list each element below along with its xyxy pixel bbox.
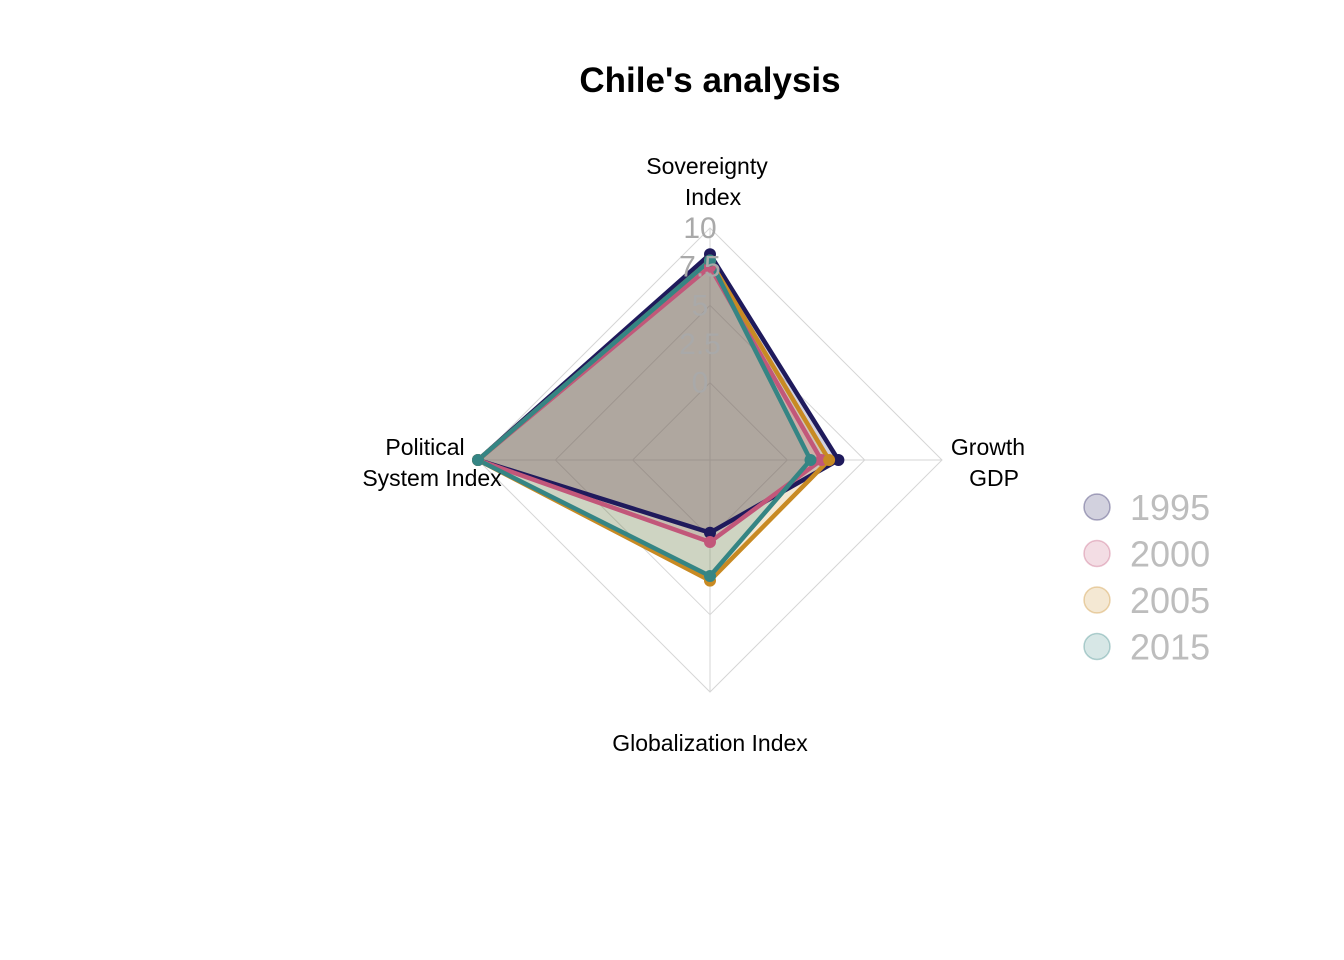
tick-label: 2.5: [679, 328, 721, 361]
legend-item-1995: 1995: [1083, 487, 1210, 528]
legend-item-2000: 2000: [1083, 534, 1210, 575]
legend-label: 2005: [1130, 580, 1210, 621]
axis-label-sovereignty: Sovereignty Index: [646, 153, 768, 210]
axis-label-line: Sovereignty: [646, 153, 768, 179]
legend: 1995 2000 2005 2015: [1083, 487, 1210, 668]
series-point-2005-growth: [823, 454, 836, 466]
series-point-2015-political: [472, 454, 484, 466]
series-points: [472, 248, 845, 587]
legend-label: 2000: [1130, 534, 1210, 575]
series-point-2015-growth: [804, 454, 817, 466]
axis-label-line: Globalization Index: [612, 730, 808, 756]
series-area-2005: [478, 260, 830, 581]
series-point-1995-growth: [832, 454, 845, 466]
series-point-2000-globalization: [704, 536, 716, 548]
tick-label: 5: [692, 289, 709, 322]
series-area-2000: [478, 266, 822, 542]
legend-swatch: [1083, 493, 1111, 521]
radar-series-layer: [472, 248, 845, 587]
tick-label: 0: [692, 367, 709, 400]
tick-label: 10: [683, 212, 716, 245]
series-point-1995-globalization: [704, 526, 716, 539]
chart-title: Chile's analysis: [579, 61, 840, 100]
legend-swatch: [1083, 539, 1111, 568]
axis-label-globalization: Globalization Index: [612, 730, 808, 756]
axis-label-line: System Index: [362, 465, 502, 491]
legend-label: 1995: [1130, 487, 1210, 528]
legend-item-2015: 2015: [1083, 627, 1210, 668]
radial-tick-labels: 0 2.5 5 7.5 10: [679, 212, 721, 400]
axis-label-line: Growth: [951, 434, 1025, 460]
legend-swatch: [1083, 586, 1111, 614]
axis-label-line: Political: [385, 434, 464, 460]
axis-label-political: Political System Index: [362, 434, 502, 491]
series-point-2015-globalization: [704, 570, 716, 582]
tick-label: 7.5: [679, 251, 721, 284]
axis-label-line: GDP: [969, 465, 1019, 491]
legend-label: 2015: [1130, 627, 1210, 668]
series-point-2015-sovereignty: [704, 254, 716, 267]
legend-item-2005: 2005: [1083, 580, 1210, 621]
series-area-2015: [478, 260, 811, 576]
axis-labels: Sovereignty Index Growth GDP Globalization I…: [362, 153, 1025, 756]
series-fills: [478, 254, 839, 581]
legend-swatch: [1083, 632, 1111, 661]
axis-label-line: Index: [685, 184, 742, 210]
axis-label-growth: Growth GDP: [951, 434, 1025, 491]
